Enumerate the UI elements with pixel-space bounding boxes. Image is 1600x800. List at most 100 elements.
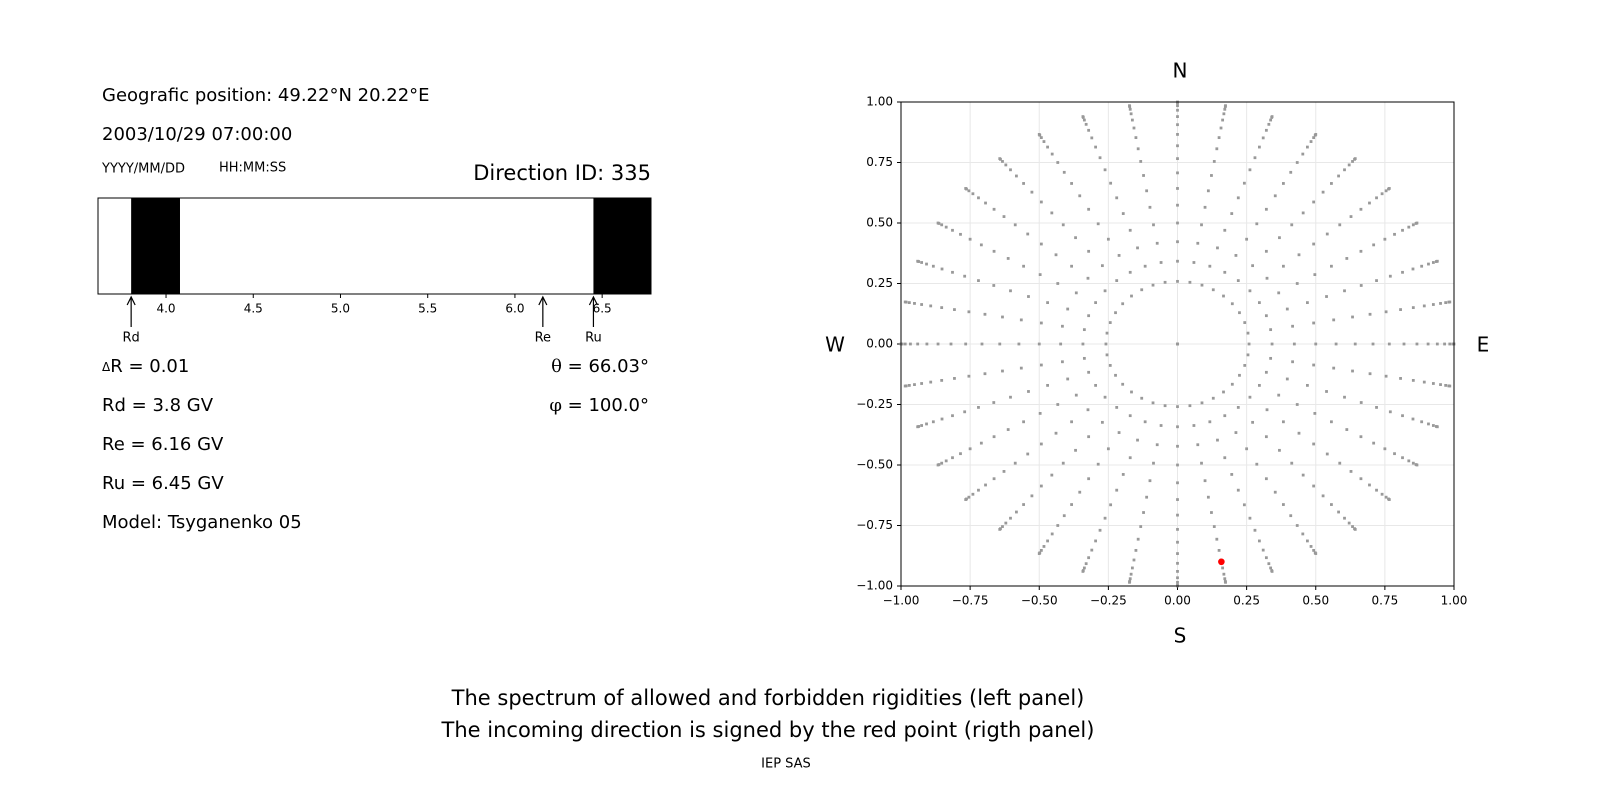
direction-point	[1267, 562, 1271, 566]
direction-point	[1128, 228, 1132, 232]
direction-point	[1061, 324, 1064, 328]
direction-point	[1415, 342, 1419, 346]
direction-point	[1066, 307, 1070, 311]
y-tick-label: −0.25	[856, 397, 893, 411]
direction-point	[1098, 156, 1102, 160]
direction-point	[1176, 481, 1179, 485]
direction-point	[1176, 540, 1179, 544]
direction-point	[992, 435, 996, 439]
direction-point	[1196, 443, 1200, 447]
y-tick-label: −1.00	[856, 579, 893, 593]
direction-point	[1096, 462, 1100, 466]
direction-point	[1236, 196, 1240, 200]
direction-point	[1439, 302, 1442, 305]
direction-point	[1056, 524, 1060, 527]
direction-point	[1046, 539, 1049, 543]
direction-point	[1086, 276, 1090, 280]
direction-point	[916, 259, 920, 263]
direction-point	[1054, 431, 1058, 435]
direction-point	[1050, 152, 1054, 156]
direction-point	[1282, 264, 1285, 268]
direction-point	[1273, 194, 1277, 198]
direction-point	[1061, 461, 1065, 465]
direction-point	[1121, 473, 1125, 476]
direction-point	[1222, 572, 1226, 576]
datetime: 2003/10/29 07:00:00	[102, 124, 292, 145]
direction-point	[920, 382, 924, 385]
direction-point	[1200, 401, 1204, 405]
direction-point	[1019, 318, 1023, 322]
direction-point	[1325, 390, 1328, 393]
x-tick-label: −1.00	[883, 594, 920, 608]
direction-point	[980, 342, 984, 346]
direction-point	[971, 492, 975, 496]
direction-point	[1291, 360, 1294, 364]
direction-point	[1411, 306, 1415, 310]
direction-point	[1022, 182, 1025, 185]
direction-point	[1081, 115, 1085, 118]
direction-point	[1277, 393, 1281, 397]
direction-point	[1176, 580, 1179, 584]
direction-point	[1176, 187, 1179, 190]
direction-point	[964, 498, 968, 501]
direction-point	[1375, 406, 1378, 409]
direction-point	[1203, 205, 1207, 209]
direction-point	[1108, 321, 1112, 324]
direction-point	[1134, 548, 1138, 552]
direction-point	[1295, 524, 1299, 527]
direction-point	[1216, 438, 1219, 442]
direction-point	[1176, 221, 1179, 225]
caption-line: The incoming direction is signed by the …	[441, 718, 1095, 742]
direction-point	[949, 342, 953, 346]
direction-point	[1132, 126, 1136, 130]
direction-point	[1117, 254, 1121, 257]
incoming-direction	[1218, 558, 1225, 566]
direction-point	[1431, 261, 1435, 264]
direction-point	[1242, 503, 1246, 507]
x-tick-label: −0.75	[952, 594, 989, 608]
direction-point	[1359, 435, 1363, 439]
direction-point	[1264, 370, 1268, 374]
direction-point	[1351, 369, 1354, 373]
direction-point	[1402, 342, 1406, 346]
direction-point	[1415, 221, 1419, 225]
direction-point	[1001, 315, 1004, 319]
direction-point	[1380, 492, 1384, 496]
direction-point	[1090, 136, 1094, 140]
direction-point	[1078, 194, 1082, 198]
direction-point	[1074, 393, 1078, 397]
direction-point	[1223, 456, 1227, 460]
direction-point	[1143, 420, 1147, 424]
direction-point	[1103, 516, 1107, 520]
direction-point	[1368, 372, 1372, 376]
direction-point	[1422, 380, 1426, 384]
direction-point	[1106, 447, 1110, 451]
direction-point	[1243, 364, 1247, 367]
direction-point	[1130, 566, 1134, 570]
direction-point	[1019, 366, 1023, 370]
direction-point	[992, 401, 996, 404]
direction-point	[977, 279, 980, 282]
direction-point	[920, 424, 924, 427]
x-tick-label: 4.5	[244, 302, 263, 316]
direction-point	[1074, 236, 1077, 240]
direction-point	[1349, 215, 1353, 218]
direction-point	[1399, 377, 1402, 380]
direction-point	[1009, 516, 1012, 520]
direction-point	[1393, 452, 1396, 456]
arrow-head	[538, 295, 548, 306]
direction-point	[1314, 552, 1318, 555]
direction-point	[1030, 190, 1034, 194]
direction-point	[1353, 527, 1357, 531]
direction-point	[1264, 556, 1268, 560]
delta-r: ΔR = 0.01	[102, 356, 189, 377]
direction-point	[913, 302, 916, 305]
direction-point	[1176, 115, 1179, 118]
direction-point	[1121, 382, 1125, 386]
direction-point	[1212, 160, 1216, 163]
direction-point	[1332, 318, 1336, 322]
direction-point	[1121, 302, 1125, 306]
direction-point	[1383, 237, 1387, 241]
direction-point	[1143, 264, 1147, 268]
direction-point	[1140, 288, 1144, 292]
